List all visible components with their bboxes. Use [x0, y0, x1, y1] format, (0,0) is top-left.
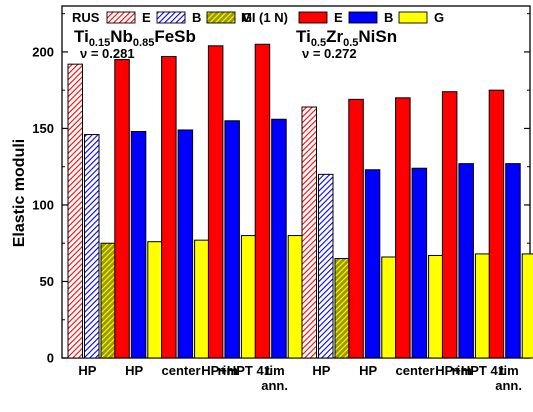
- bar-G-6: [334, 258, 350, 359]
- y-axis-title: Elastic moduli: [11, 139, 28, 247]
- bar-G-4: [240, 235, 257, 359]
- bar-E-9: [441, 91, 458, 359]
- x-tick-label: center: [395, 363, 434, 378]
- legend-label-E: E: [334, 10, 343, 25]
- bar-G-1: [100, 242, 116, 359]
- x-tick-label: HP: [312, 363, 330, 378]
- legend-label-E: E: [142, 10, 151, 25]
- legend-group-label: RUS: [72, 10, 100, 25]
- legend-label-G: G: [242, 10, 252, 25]
- bar-B-10: [505, 163, 521, 359]
- bar-G-8: [428, 254, 444, 359]
- bar-G-2: [147, 241, 163, 359]
- x-tick-label: center: [161, 363, 200, 378]
- bar-E-3: [161, 56, 177, 359]
- x-tick-label: HP: [359, 363, 377, 378]
- x-tick-label: rim: [264, 363, 284, 378]
- legend-swatch-E: [106, 11, 136, 24]
- y-tick-label: 50: [40, 274, 54, 289]
- legend-swatch-B: [156, 11, 186, 24]
- x-group-label: HP+HPT 41: [435, 363, 505, 378]
- bar-E-1: [67, 63, 83, 359]
- bar-E-5: [254, 43, 271, 359]
- bar-B-7: [364, 169, 381, 359]
- x-tick-label: HP: [125, 363, 143, 378]
- bar-B-5: [271, 118, 287, 359]
- x-tick-label: rim: [498, 363, 518, 378]
- legend-swatch-G: [206, 11, 236, 24]
- bar-B-6: [318, 173, 334, 359]
- y-tick-label: 150: [32, 121, 54, 136]
- bar-B-4: [224, 120, 240, 359]
- compound-1-formula: Ti0.15Nb0.85FeSb: [74, 27, 196, 49]
- bar-B-1: [84, 134, 100, 359]
- compound-2-formula: Ti0.5Zr0.5NiSn: [296, 27, 397, 49]
- legend-label-B: B: [192, 10, 201, 25]
- bar-G-3: [194, 239, 210, 359]
- x-tick-label: rim: [218, 363, 238, 378]
- x-group-label: HP+HPT 41: [201, 363, 271, 378]
- compound-1-poisson: ν = 0.281: [80, 46, 135, 61]
- bar-E-10: [488, 89, 505, 359]
- compound-2-poisson: ν = 0.272: [302, 46, 357, 61]
- legend-swatch-E: [298, 11, 328, 24]
- y-tick-label: 200: [32, 44, 54, 59]
- x-tick-label: ann.: [261, 378, 288, 393]
- bar-B-8: [411, 167, 428, 359]
- bar-G-9: [474, 253, 491, 359]
- bar-G-5: [287, 235, 304, 359]
- legend-swatch-B: [348, 11, 378, 24]
- bar-E-6: [301, 106, 317, 359]
- legend-label-B: B: [384, 10, 393, 25]
- bar-E-8: [395, 97, 411, 359]
- legend-group-label: MI (1 N): [241, 10, 288, 25]
- legend-label-G: G: [434, 10, 444, 25]
- x-tick-label: rim: [452, 363, 472, 378]
- x-tick-label: HP: [78, 363, 96, 378]
- x-tick-label: ann.: [495, 378, 522, 393]
- bar-B-2: [130, 130, 147, 359]
- bar-E-4: [207, 45, 224, 359]
- bar-G-7: [381, 256, 397, 359]
- bar-E-7: [348, 98, 364, 359]
- y-tick-label: 0: [47, 351, 54, 366]
- bar-B-3: [177, 129, 194, 359]
- bar-E-2: [114, 59, 130, 359]
- bar-G-10: [521, 253, 533, 359]
- y-tick-label: 100: [32, 197, 54, 212]
- bar-B-9: [458, 163, 474, 359]
- legend-swatch-G: [398, 11, 428, 24]
